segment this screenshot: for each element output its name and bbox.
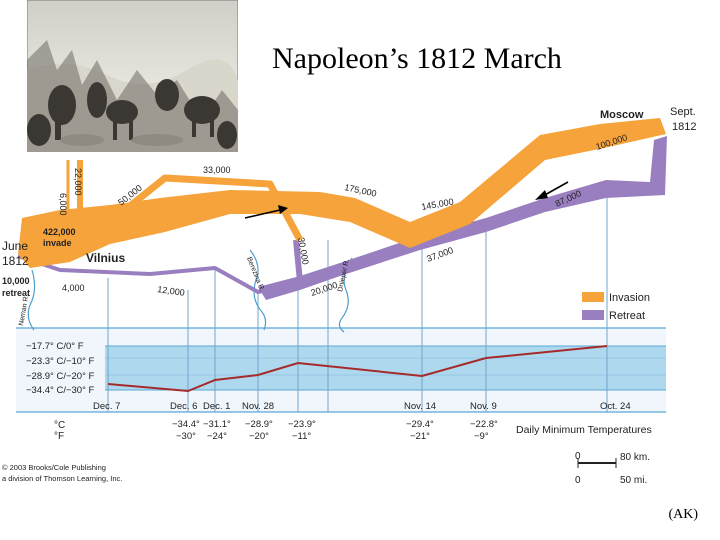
label-invade: invade [43,238,72,248]
legend-retreat-swatch [582,310,604,320]
reading-c-1: −34.4° [172,419,200,430]
invasion-arrow [244,209,281,219]
reading-f-4: −11° [292,431,311,442]
copyright-line-2: a division of Thomson Learning, Inc. [2,474,122,483]
label-12000: 12,000 [157,284,186,298]
reading-f-6: −9° [474,431,489,442]
legend-invasion-swatch [582,292,604,302]
retreat-north-branch [293,239,303,283]
temp-label-10f: −23.3° C/−10° F [26,356,95,367]
temp-label-30f: −34.4° C/−30° F [26,385,95,396]
reading-c-5: −29.4° [406,419,434,430]
invasion-arrowhead [278,205,288,214]
neman-river [27,269,36,331]
label-1812-start: 1812 [2,254,29,268]
label-june: June [2,239,28,253]
reading-c-4: −23.9° [288,419,316,430]
reading-f-5: −21° [410,431,430,442]
retreat-arrowhead [535,190,548,200]
unit-celsius: °C [54,420,65,431]
label-6000: 6,000 [58,193,68,216]
label-1812-moscow: 1812 [672,121,696,133]
temp-label-0f: −17.7° C/0° F [26,341,84,352]
label-moscow: Moscow [600,109,644,121]
credit-label: (AK) [668,507,698,522]
invasion-path [18,118,666,268]
scale-zero-km: 0 [575,451,581,462]
label-sept: Sept. [670,106,696,118]
date-nov14: Nov. 14 [404,401,436,412]
reading-f-2: −24° [207,431,227,442]
temperature-chart: −17.7° C/0° F −23.3° C/−10° F −28.9° C/−… [16,190,666,442]
reading-c-2: −31.1° [203,419,231,430]
label-33000: 33,000 [203,165,231,175]
reading-c-6: −22.8° [470,419,498,430]
scale-bar: 0 80 km. 0 50 mi. [575,451,650,486]
label-422000: 422,000 [43,227,76,237]
reading-c-3: −28.9° [245,419,273,430]
painting-retreat-image [27,0,238,152]
copyright-line-1: © 2003 Brooks/Cole Publishing [2,463,106,472]
invasion-main-band [18,118,666,268]
label-10000: 10,000 [2,276,30,286]
label-4000: 4,000 [62,283,85,293]
label-175000: 175,000 [344,182,378,199]
temperature-line [107,345,608,393]
date-dec1: Dec. 1 [203,401,230,412]
date-dec7: Dec. 7 [93,401,120,412]
date-oct24: Oct. 24 [600,401,631,412]
label-vilnius: Vilnius [86,251,125,265]
reading-f-1: −30° [176,431,196,442]
scale-mi-label: 50 mi. [620,475,647,486]
label-37000: 37,000 [425,245,454,264]
label-22000: 22,000 [73,168,83,196]
label-retreat-end: retreat [2,288,30,298]
direction-arrows [244,181,569,219]
retreat-band [258,136,667,300]
retreat-path [17,136,667,300]
legend-invasion-label: Invasion [609,292,650,304]
slide-title: Napoleon’s 1812 March [272,42,562,75]
date-dec6: Dec. 6 [170,401,197,412]
retreat-arrow [542,181,569,197]
scale-zero-mi: 0 [575,475,581,486]
legend: Invasion Retreat [582,292,650,322]
legend-retreat-label: Retreat [609,310,645,322]
unit-fahrenheit: °F [54,431,64,442]
berezina-river [249,249,267,331]
date-nov9: Nov. 9 [470,401,497,412]
temperature-caption: Daily Minimum Temperatures [516,424,652,436]
scale-km-label: 80 km. [620,452,650,463]
temp-label-20f: −28.9° C/−20° F [26,371,95,382]
label-30000: 30,000 [296,237,311,266]
temperature-band [105,346,666,390]
date-nov28: Nov. 28 [242,401,274,412]
reading-f-3: −20° [249,431,269,442]
